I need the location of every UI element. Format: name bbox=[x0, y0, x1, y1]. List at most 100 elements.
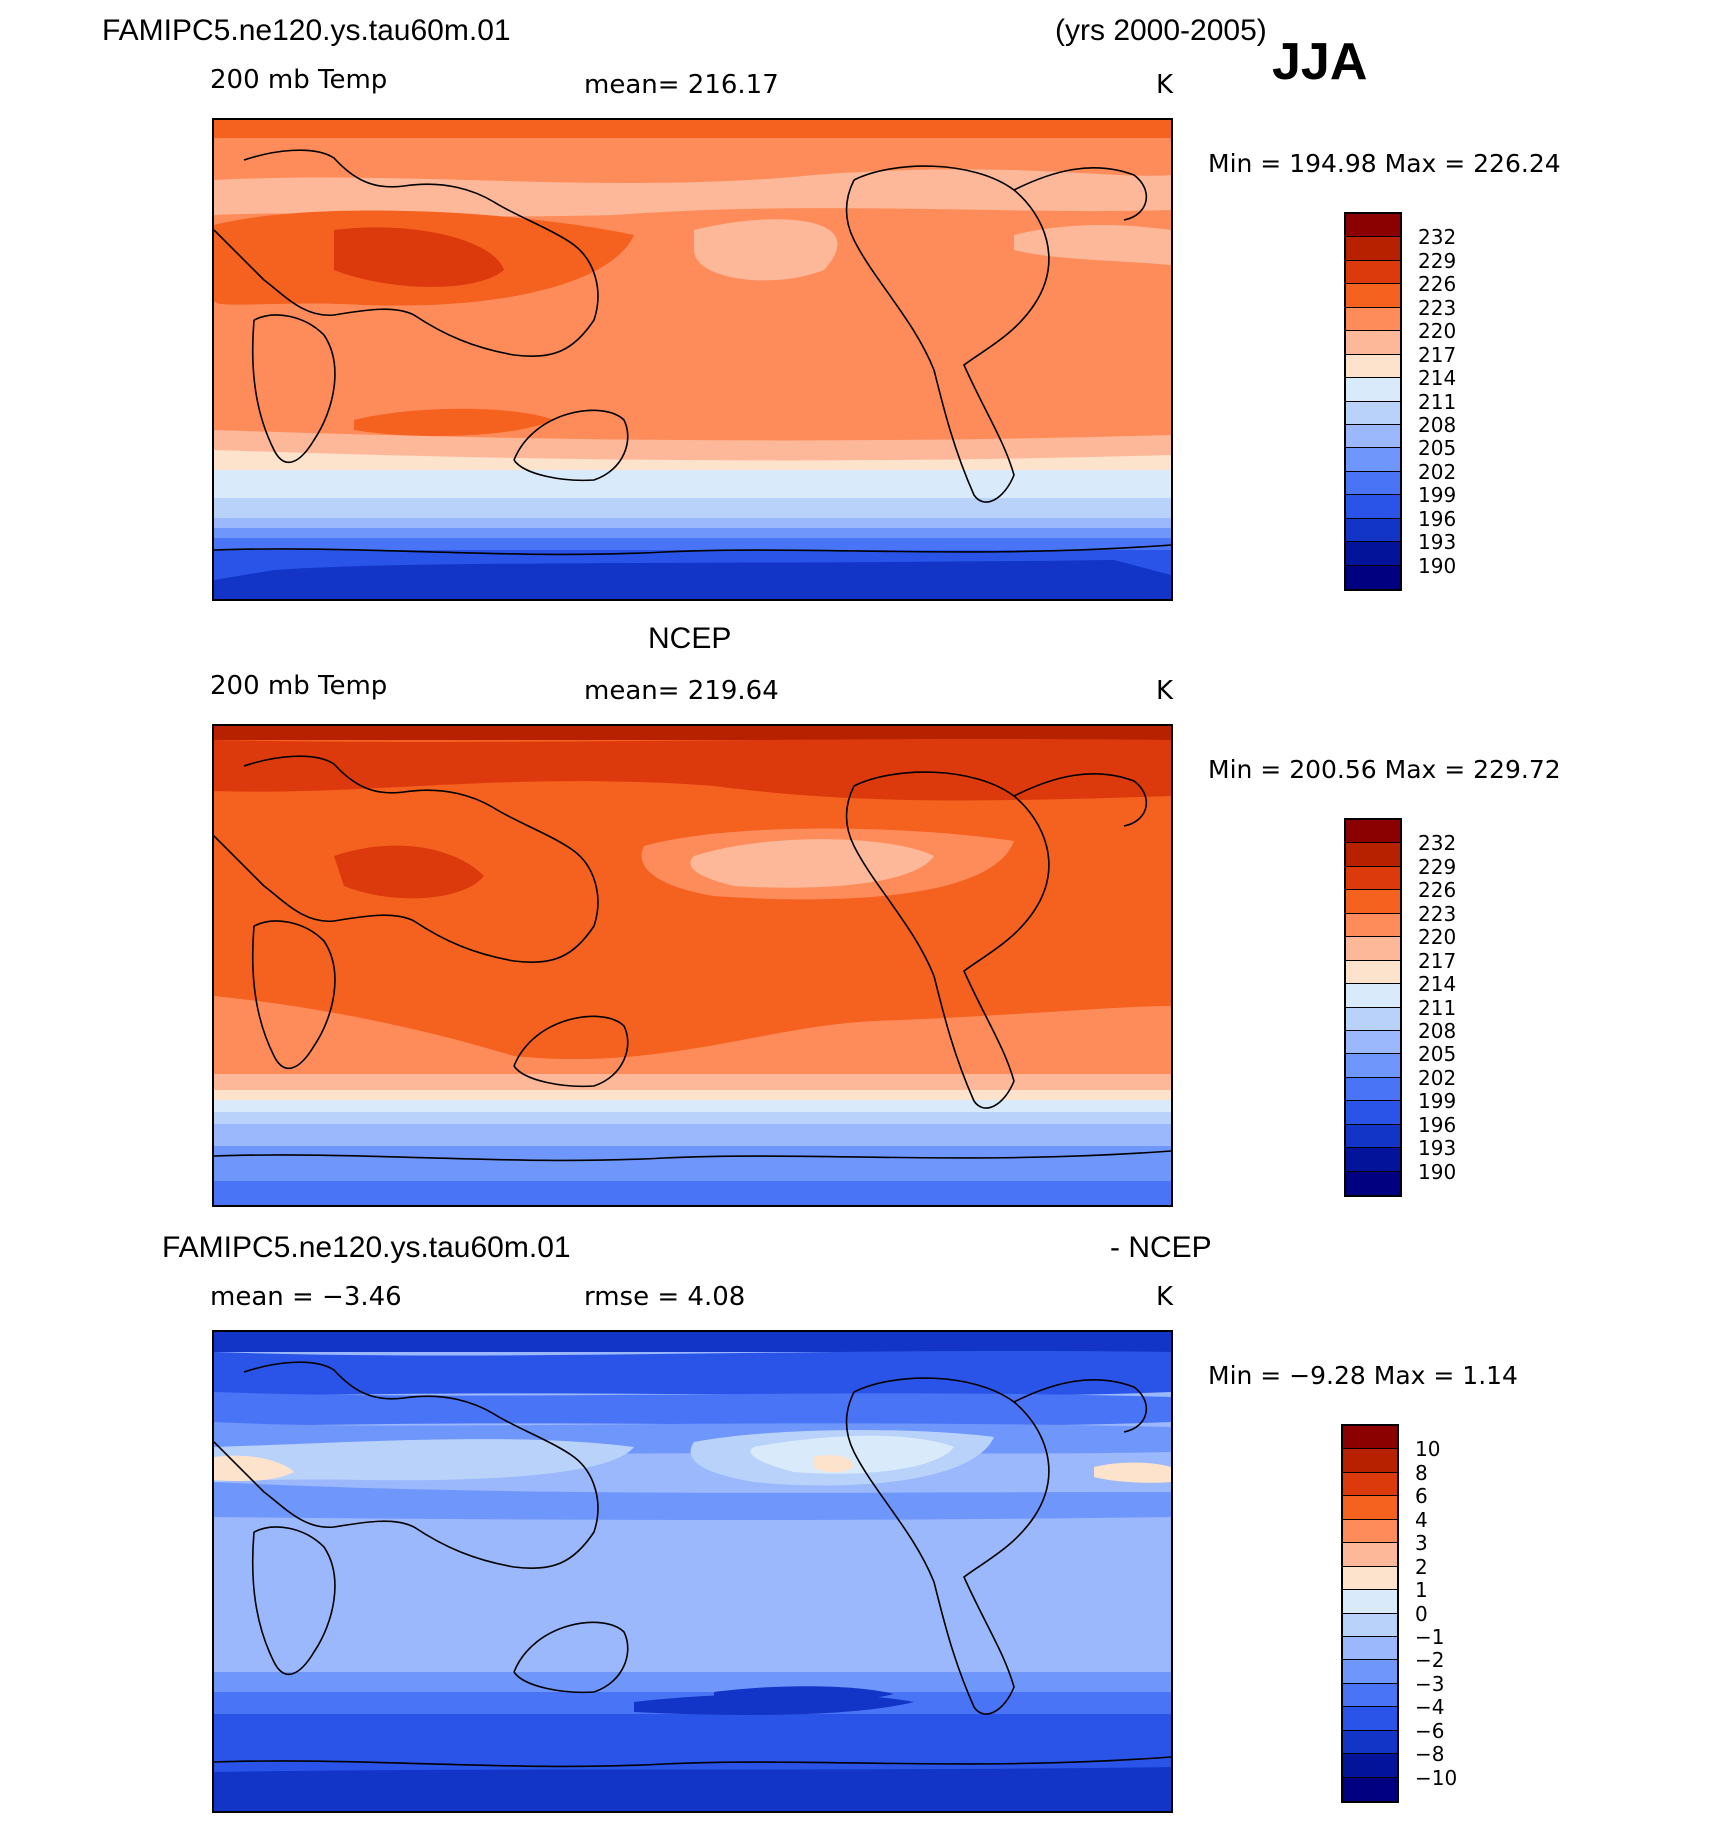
colorbar-tick-label: 3 bbox=[1415, 1531, 1428, 1556]
colorbar-swatch bbox=[1346, 1007, 1400, 1031]
colorbar-tick-label: −8 bbox=[1415, 1742, 1445, 1767]
colorbar-tick-label: −2 bbox=[1415, 1648, 1445, 1673]
colorbar-swatch bbox=[1343, 1566, 1397, 1591]
colorbar-swatch bbox=[1343, 1636, 1397, 1661]
colorbar-tick-label: 217 bbox=[1418, 948, 1457, 973]
colorbar-swatch bbox=[1346, 866, 1400, 891]
colorbar-tick-label: 223 bbox=[1418, 295, 1457, 320]
colorbar-tick-label: 4 bbox=[1415, 1507, 1428, 1532]
colorbar-tick-label: 199 bbox=[1418, 483, 1457, 508]
colorbar-swatch bbox=[1346, 913, 1400, 938]
colorbar-tick-label: 205 bbox=[1418, 1042, 1457, 1067]
panel3-units: K bbox=[1156, 1282, 1174, 1312]
colorbar-swatch bbox=[1346, 843, 1400, 867]
colorbar-swatch bbox=[1346, 331, 1400, 355]
panel2-contour-field bbox=[214, 726, 1171, 1205]
colorbar-swatch bbox=[1346, 984, 1400, 1008]
panel2-mean: mean= 219.64 bbox=[584, 676, 779, 706]
colorbar-swatch bbox=[1346, 471, 1400, 496]
panel3-rmse: rmse = 4.08 bbox=[584, 1282, 746, 1312]
colorbar-swatch bbox=[1346, 1171, 1400, 1195]
colorbar-swatch bbox=[1346, 937, 1400, 961]
panel3-mean: mean = −3.46 bbox=[210, 1282, 402, 1312]
panel2-map bbox=[212, 724, 1173, 1207]
panel1-mean: mean= 216.17 bbox=[584, 70, 779, 100]
colorbar-swatch bbox=[1343, 1426, 1397, 1450]
colorbar-tick-label: 220 bbox=[1418, 925, 1457, 950]
colorbar-swatch bbox=[1346, 307, 1400, 332]
panel1-field-label: 200 mb Temp bbox=[210, 65, 388, 95]
colorbar-swatch bbox=[1346, 448, 1400, 472]
colorbar-tick-label: 196 bbox=[1418, 1112, 1457, 1137]
colorbar-tick-label: 208 bbox=[1418, 1018, 1457, 1043]
panel3-colorbar bbox=[1341, 1424, 1399, 1803]
colorbar-swatch bbox=[1343, 1777, 1397, 1801]
colorbar-tick-label: 205 bbox=[1418, 436, 1457, 461]
colorbar-swatch bbox=[1346, 260, 1400, 285]
colorbar-tick-label: 0 bbox=[1415, 1601, 1428, 1626]
colorbar-tick-label: −3 bbox=[1415, 1671, 1445, 1696]
panel1-map bbox=[212, 118, 1173, 601]
colorbar-tick-label: 190 bbox=[1418, 553, 1457, 578]
colorbar-tick-label: 229 bbox=[1418, 248, 1457, 273]
colorbar-swatch bbox=[1346, 237, 1400, 261]
colorbar-swatch bbox=[1343, 1590, 1397, 1614]
colorbar-tick-label: 232 bbox=[1418, 831, 1457, 856]
case-name-title: FAMIPC5.ne120.ys.tau60m.01 bbox=[102, 14, 511, 47]
colorbar-tick-label: 202 bbox=[1418, 459, 1457, 484]
colorbar-swatch bbox=[1343, 1660, 1397, 1684]
colorbar-tick-label: −4 bbox=[1415, 1695, 1445, 1720]
panel2-units: K bbox=[1156, 676, 1174, 706]
colorbar-swatch bbox=[1343, 1707, 1397, 1731]
colorbar-swatch bbox=[1343, 1683, 1397, 1708]
colorbar-tick-label: 8 bbox=[1415, 1460, 1428, 1485]
panel2-title: NCEP bbox=[648, 622, 732, 655]
panel3-title: FAMIPC5.ne120.ys.tau60m.01 bbox=[162, 1231, 571, 1264]
colorbar-swatch bbox=[1346, 542, 1400, 566]
colorbar-swatch bbox=[1346, 284, 1400, 308]
years-label: (yrs 2000-2005) bbox=[1055, 14, 1267, 47]
colorbar-tick-label: −10 bbox=[1415, 1765, 1458, 1790]
colorbar-swatch bbox=[1343, 1519, 1397, 1544]
panel3-minmax: Min = −9.28 Max = 1.14 bbox=[1208, 1361, 1518, 1390]
colorbar-tick-label: 10 bbox=[1415, 1437, 1441, 1462]
colorbar-swatch bbox=[1346, 820, 1400, 844]
colorbar-tick-label: 1 bbox=[1415, 1578, 1428, 1603]
colorbar-swatch bbox=[1343, 1754, 1397, 1778]
panel2-field-label: 200 mb Temp bbox=[210, 671, 388, 701]
panel3-title-right: - NCEP bbox=[1110, 1231, 1212, 1264]
panel1-contour-field bbox=[214, 120, 1171, 599]
colorbar-swatch bbox=[1346, 960, 1400, 985]
colorbar-tick-label: 6 bbox=[1415, 1484, 1428, 1509]
panel1-units: K bbox=[1156, 70, 1174, 100]
colorbar-swatch bbox=[1343, 1472, 1397, 1497]
colorbar-swatch bbox=[1343, 1449, 1397, 1473]
colorbar-swatch bbox=[1343, 1730, 1397, 1755]
colorbar-swatch bbox=[1346, 518, 1400, 543]
colorbar-tick-label: 232 bbox=[1418, 225, 1457, 250]
panel2-colorbar bbox=[1344, 818, 1402, 1197]
colorbar-swatch bbox=[1346, 1124, 1400, 1149]
colorbar-swatch bbox=[1346, 1101, 1400, 1125]
colorbar-tick-label: 2 bbox=[1415, 1554, 1428, 1579]
colorbar-tick-label: 214 bbox=[1418, 366, 1457, 391]
colorbar-tick-label: 202 bbox=[1418, 1065, 1457, 1090]
colorbar-tick-label: 229 bbox=[1418, 854, 1457, 879]
colorbar-swatch bbox=[1346, 1030, 1400, 1055]
colorbar-tick-label: 226 bbox=[1418, 272, 1457, 297]
colorbar-swatch bbox=[1346, 495, 1400, 519]
colorbar-tick-label: 199 bbox=[1418, 1089, 1457, 1114]
panel1-minmax: Min = 194.98 Max = 226.24 bbox=[1208, 149, 1561, 178]
colorbar-swatch bbox=[1346, 401, 1400, 425]
colorbar-tick-label: −1 bbox=[1415, 1624, 1445, 1649]
colorbar-tick-label: 223 bbox=[1418, 901, 1457, 926]
colorbar-tick-label: 211 bbox=[1418, 389, 1457, 414]
colorbar-tick-label: −6 bbox=[1415, 1718, 1445, 1743]
colorbar-swatch bbox=[1346, 378, 1400, 402]
colorbar-swatch bbox=[1346, 214, 1400, 238]
colorbar-tick-label: 211 bbox=[1418, 995, 1457, 1020]
panel1-colorbar bbox=[1344, 212, 1402, 591]
colorbar-tick-label: 226 bbox=[1418, 878, 1457, 903]
colorbar-tick-label: 196 bbox=[1418, 506, 1457, 531]
colorbar-swatch bbox=[1346, 424, 1400, 449]
